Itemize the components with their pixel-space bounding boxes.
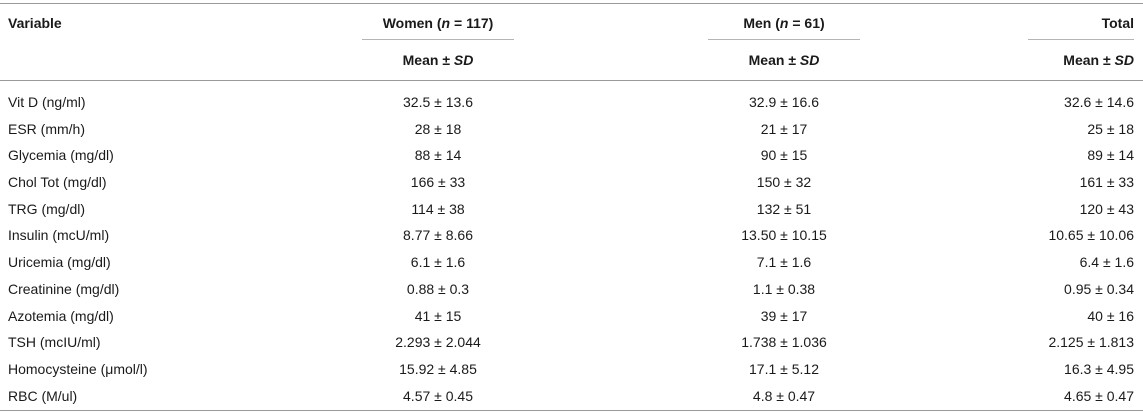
cell-variable: Insulin (mcU/ml) <box>8 227 110 244</box>
table-row: Glycemia (mg/dl) 88 ± 14 90 ± 15 89 ± 14 <box>0 142 1143 169</box>
men-group-rule <box>708 39 860 40</box>
header-men-n: n <box>779 15 789 31</box>
header-women-suffix: = 117) <box>450 15 494 31</box>
cell-variable: RBC (M/ul) <box>8 387 78 404</box>
cell-women: 15.92 ± 4.85 <box>399 360 477 377</box>
cell-women: 114 ± 38 <box>411 200 465 217</box>
table-top-rule <box>0 3 1143 4</box>
table-row: Insulin (mcU/ml) 8.77 ± 8.66 13.50 ± 10.… <box>0 222 1143 249</box>
cell-variable: Homocysteine (μmol/l) <box>8 360 148 377</box>
table-row: Creatinine (mg/dl) 0.88 ± 0.3 1.1 ± 0.38… <box>0 276 1143 303</box>
cell-total: 40 ± 16 <box>1087 307 1134 324</box>
cell-variable: TRG (mg/dl) <box>8 200 85 217</box>
cell-variable: TSH (mcIU/ml) <box>8 334 101 351</box>
cell-men: 150 ± 32 <box>756 174 812 191</box>
cell-total: 0.95 ± 0.34 <box>1064 280 1134 297</box>
header-men-prefix: Men ( <box>743 15 780 31</box>
cell-variable: Creatinine (mg/dl) <box>8 280 120 297</box>
cell-women: 41 ± 15 <box>414 307 462 324</box>
header-variable: Variable <box>8 15 62 31</box>
cell-men: 1.738 ± 1.036 <box>741 334 827 351</box>
subheader-women-mean-sd: Mean ± SD <box>362 52 514 68</box>
cell-men: 7.1 ± 1.6 <box>756 254 812 271</box>
cell-men: 21 ± 17 <box>760 120 808 137</box>
header-women-n: n <box>441 15 451 31</box>
header-bottom-rule <box>0 80 1143 81</box>
cell-total: 32.6 ± 14.6 <box>1064 94 1134 110</box>
table-row: Homocysteine (μmol/l) 15.92 ± 4.85 17.1 … <box>0 356 1143 383</box>
cell-total: 161 ± 33 <box>1079 174 1134 191</box>
cell-women: 166 ± 33 <box>410 174 466 191</box>
header-men-suffix: = 61) <box>788 15 825 31</box>
women-group-rule <box>362 39 514 40</box>
table-row: Uricemia (mg/dl) 6.1 ± 1.6 7.1 ± 1.6 6.4… <box>0 249 1143 276</box>
cell-women: 4.57 ± 0.45 <box>403 387 473 404</box>
cell-men: 1.1 ± 0.38 <box>752 280 816 297</box>
cell-total: 6.4 ± 1.6 <box>1079 254 1134 271</box>
table-body: Vit D (ng/ml) 32.5 ± 13.6 32.9 ± 16.6 32… <box>0 89 1143 409</box>
subheader-men-mean-sd: Mean ± SD <box>708 52 860 68</box>
cell-men: 90 ± 15 <box>760 147 808 164</box>
cell-variable: Uricemia (mg/dl) <box>8 254 111 271</box>
table-row: ESR (mm/h) 28 ± 18 21 ± 17 25 ± 18 <box>0 116 1143 143</box>
table-row: TSH (mcIU/ml) 2.293 ± 2.044 1.738 ± 1.03… <box>0 329 1143 356</box>
table-row: TRG (mg/dl) 114 ± 38 132 ± 51 120 ± 43 <box>0 196 1143 223</box>
header-women: Women (n = 117) <box>362 15 514 31</box>
cell-total: 2.125 ± 1.813 <box>1048 334 1134 351</box>
cell-men: 132 ± 51 <box>756 200 812 217</box>
cell-women: 8.77 ± 8.66 <box>403 227 473 244</box>
subheader-sd: SD <box>453 52 474 68</box>
cell-women: 32.5 ± 13.6 <box>403 94 473 110</box>
cell-men: 17.1 ± 5.12 <box>749 360 819 377</box>
table-row: Vit D (ng/ml) 32.5 ± 13.6 32.9 ± 16.6 32… <box>0 89 1143 116</box>
cell-women: 0.88 ± 0.3 <box>406 280 470 297</box>
cell-total: 16.3 ± 4.95 <box>1064 360 1134 377</box>
subheader-sd: SD <box>1114 52 1134 68</box>
total-group-rule <box>1028 39 1134 40</box>
table-row: Azotemia (mg/dl) 41 ± 15 39 ± 17 40 ± 16 <box>0 303 1143 330</box>
cell-women: 28 ± 18 <box>414 120 462 137</box>
cell-men: 13.50 ± 10.15 <box>741 227 827 244</box>
cell-variable: ESR (mm/h) <box>8 120 85 137</box>
header-women-prefix: Women ( <box>382 15 442 31</box>
cell-variable: Chol Tot (mg/dl) <box>8 174 107 191</box>
subheader-mean-prefix: Mean ± <box>748 52 800 68</box>
cell-total: 89 ± 14 <box>1087 147 1134 164</box>
cell-variable: Vit D (ng/ml) <box>8 94 86 110</box>
subheader-total-mean-sd: Mean ± SD <box>1063 52 1134 68</box>
cell-men: 32.9 ± 16.6 <box>749 94 819 110</box>
cell-total: 4.65 ± 0.47 <box>1064 387 1134 404</box>
subheader-mean-prefix: Mean ± <box>1063 52 1115 68</box>
cell-total: 120 ± 43 <box>1079 200 1134 217</box>
cell-total: 10.65 ± 10.06 <box>1048 227 1134 244</box>
table-bottom-rule <box>0 410 1143 411</box>
cell-men: 39 ± 17 <box>760 307 808 324</box>
cell-total: 25 ± 18 <box>1087 120 1134 137</box>
table-row: Chol Tot (mg/dl) 166 ± 33 150 ± 32 161 ±… <box>0 169 1143 196</box>
subheader-sd: SD <box>799 52 820 68</box>
cell-women: 6.1 ± 1.6 <box>410 254 466 271</box>
subheader-mean-prefix: Mean ± <box>402 52 454 68</box>
cell-variable: Glycemia (mg/dl) <box>8 147 114 164</box>
header-total: Total <box>1101 15 1134 31</box>
cell-variable: Azotemia (mg/dl) <box>8 307 114 324</box>
header-men: Men (n = 61) <box>708 15 860 31</box>
cell-women: 2.293 ± 2.044 <box>395 334 481 351</box>
cell-men: 4.8 ± 0.47 <box>752 387 816 404</box>
table-row: RBC (M/ul) 4.57 ± 0.45 4.8 ± 0.47 4.65 ±… <box>0 383 1143 410</box>
cell-women: 88 ± 14 <box>414 147 462 164</box>
